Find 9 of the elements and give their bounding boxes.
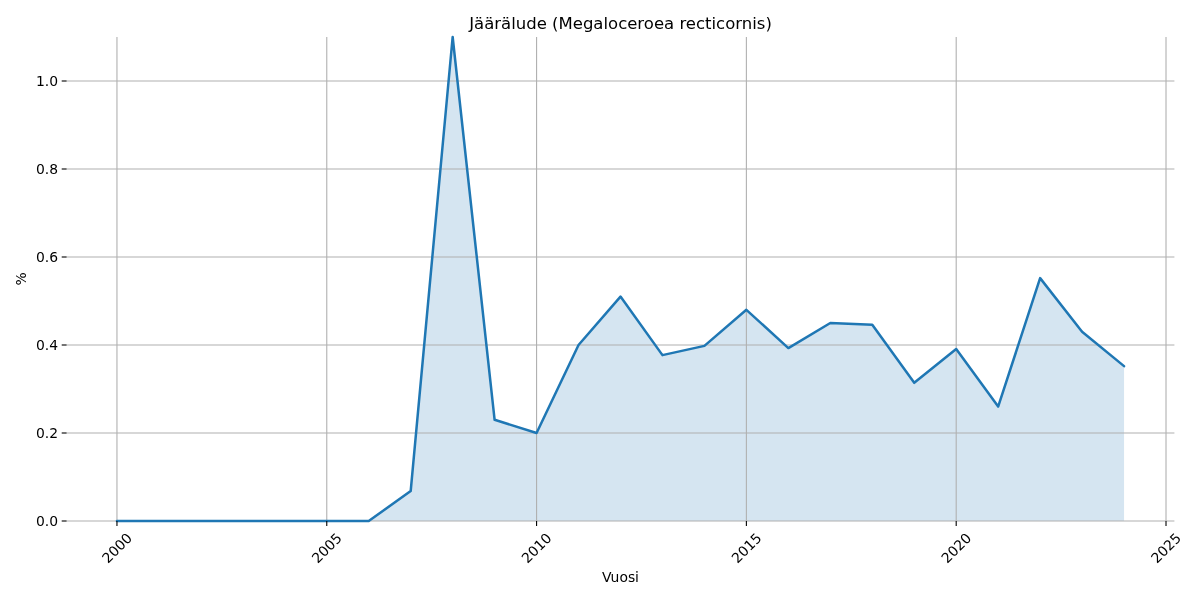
- y-tick-label: 0.4: [36, 337, 59, 353]
- y-axis-title: %: [13, 272, 29, 286]
- y-tick-label: 0.6: [36, 249, 59, 265]
- y-tick-label: 0.2: [36, 425, 59, 441]
- x-axis-title: Vuosi: [602, 569, 639, 585]
- y-tick-label: 1.0: [36, 73, 59, 89]
- y-tick-label: 0.8: [36, 161, 59, 177]
- y-tick-label: 0.0: [36, 513, 59, 529]
- chart-title: Jäärälude (Megaloceroea recticornis): [468, 14, 772, 33]
